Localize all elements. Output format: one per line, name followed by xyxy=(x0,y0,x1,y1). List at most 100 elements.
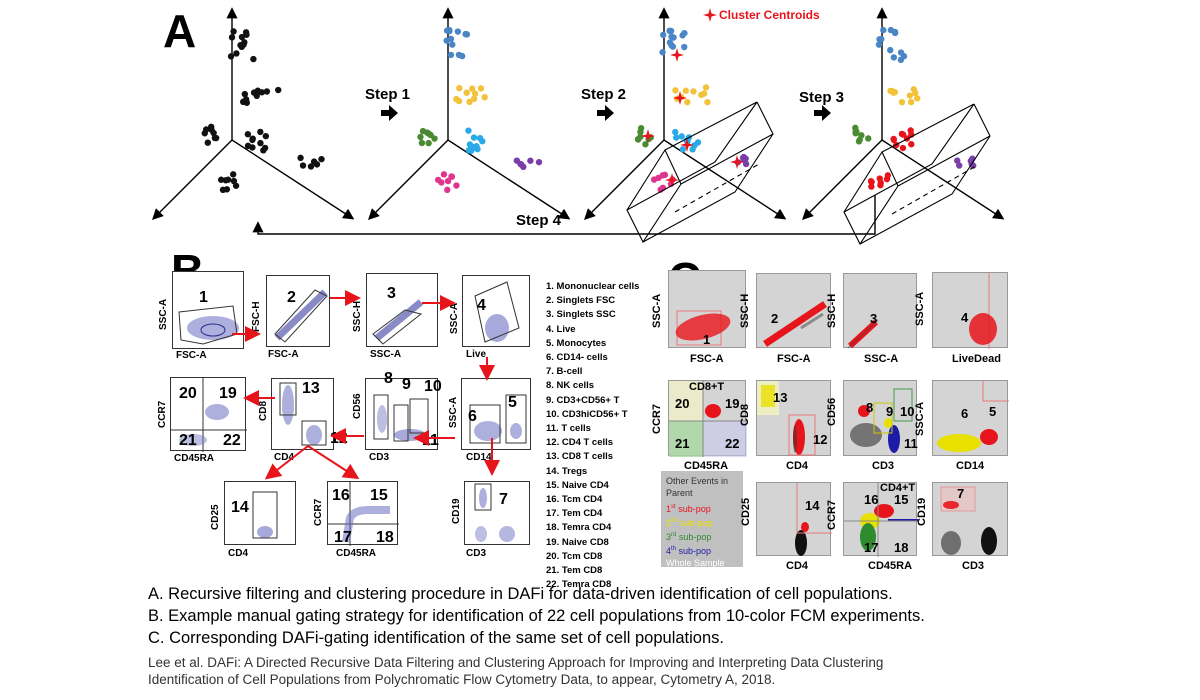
population-item: 10. CD3hiCD56+ T xyxy=(546,408,628,420)
scatter-point xyxy=(742,160,750,168)
c5-xlabel: CD45RA xyxy=(684,460,729,472)
scatter-point xyxy=(704,98,711,106)
scatter-point xyxy=(425,139,432,147)
c5-ylabel: CCR7 xyxy=(651,404,663,434)
scatter-point xyxy=(672,87,679,94)
scatter-point xyxy=(257,139,264,147)
population-item: 19. Naive CD8 xyxy=(546,536,609,548)
c-gate-1: 1 xyxy=(703,332,711,347)
c-gate-9: 9 xyxy=(886,404,894,419)
b11-xlabel: CD3 xyxy=(466,548,487,559)
scatter-point xyxy=(230,28,237,35)
cluster-centroid-icon xyxy=(641,129,655,143)
c8-xlabel: CD14 xyxy=(956,460,985,472)
scatter-point xyxy=(667,27,675,35)
scatter-point xyxy=(684,98,691,106)
c-legend-item: 3rd sub-pop xyxy=(666,532,712,542)
panel-a-diagram xyxy=(152,7,1005,246)
b-gate-1: 1 xyxy=(199,289,208,306)
scatter-point xyxy=(468,85,476,92)
population-item: 1. Mononuclear cells xyxy=(546,281,640,292)
scatter-point xyxy=(447,35,455,43)
step-3-label: Step 3 xyxy=(799,89,845,106)
c-gate-13: 13 xyxy=(773,390,788,405)
scatter-point xyxy=(453,182,460,189)
c-plot-livedead-ssca: 4 xyxy=(932,272,1008,349)
c-color-legend: Other Events in Parent 1st sub-pop 2nd su… xyxy=(661,471,743,568)
scatter-point xyxy=(637,124,645,132)
scatter-point xyxy=(318,155,325,163)
b2-ylabel: FSC-H xyxy=(251,301,262,332)
scatter-point xyxy=(454,28,462,35)
scatter-point xyxy=(275,86,282,94)
population-item: 2. Singlets FSC xyxy=(546,295,616,307)
scatter-point xyxy=(471,90,479,97)
population-item: 11. T cells xyxy=(546,423,591,435)
c3-xlabel: SSC-A xyxy=(864,353,899,365)
scatter-point xyxy=(865,135,872,142)
scatter-point xyxy=(877,182,884,189)
scatter-point xyxy=(250,89,258,96)
scatter-point xyxy=(907,98,915,106)
b1-xlabel: FSC-A xyxy=(176,350,207,361)
scatter-point xyxy=(891,28,899,36)
b-gate-15: 15 xyxy=(370,487,388,504)
b7-xlabel: CD3 xyxy=(369,452,390,463)
reference-line-2: Identification of Cell Populations from … xyxy=(148,672,776,687)
scatter-point xyxy=(466,98,473,106)
scatter-point xyxy=(660,31,667,39)
b1-ylabel: SSC-A xyxy=(158,298,169,330)
scatter-point xyxy=(884,172,892,179)
b-gate-18: 18 xyxy=(376,529,394,546)
scatter-point xyxy=(880,26,887,34)
c-gate-6: 6 xyxy=(961,406,969,421)
scatter-point xyxy=(210,129,217,137)
scatter-point xyxy=(681,29,688,37)
panel-a-letter: A xyxy=(163,5,197,57)
c-gate-8: 8 xyxy=(866,400,874,415)
scatter-point xyxy=(239,98,247,106)
scatter-point xyxy=(299,162,307,169)
c-plot-cd3-cd56: 8 9 10 11 xyxy=(843,380,918,456)
b10-xlabel: CD45RA xyxy=(336,548,377,559)
b-gate-6: 6 xyxy=(468,408,477,425)
scatter-point xyxy=(417,133,424,141)
b-gate-21: 21 xyxy=(179,432,197,449)
scatter-point xyxy=(261,144,269,152)
scatter-point xyxy=(250,55,257,63)
scatter-point xyxy=(455,97,463,105)
scatter-point xyxy=(257,128,264,136)
c-title-cd4t: CD4+T xyxy=(880,482,916,494)
c6-xlabel: CD4 xyxy=(786,460,809,472)
scatter-point xyxy=(898,130,906,138)
c-plot-cd45ra-ccr7-cd8: CD8+T 20 19 21 22 xyxy=(668,380,747,457)
cluster-centroid-icon xyxy=(730,155,744,169)
c-legend-item: 4th sub-pop xyxy=(666,546,712,556)
b-plot-cd4-cd25: 14 xyxy=(224,481,296,545)
population-item: 13. CD8 T cells xyxy=(546,451,614,463)
scatter-point xyxy=(689,146,696,153)
b-plot-fsc-ssc: 1 xyxy=(172,271,244,349)
c9-xlabel: CD4 xyxy=(786,560,809,572)
b-gate-12: 12 xyxy=(330,430,348,447)
b6-ylabel: CD8 xyxy=(258,400,269,421)
scatter-point xyxy=(470,95,478,103)
c1-xlabel: FSC-A xyxy=(690,353,724,365)
reference-line-1: Lee et al. DAFi: A Directed Recursive Da… xyxy=(148,655,884,670)
b-plot-cd4-cd8: 13 12 xyxy=(271,378,348,450)
scatter-point xyxy=(875,41,883,48)
scatter-point xyxy=(313,161,321,168)
c-plot-cd4-cd25: 14 xyxy=(756,482,832,556)
b8-xlabel: CD14 xyxy=(466,452,492,463)
c1-ylabel: SSC-A xyxy=(651,293,663,328)
scatter-point xyxy=(447,51,455,59)
population-item: 14. Tregs xyxy=(546,465,588,477)
cluster-centroid-icon xyxy=(673,91,687,105)
b7-ylabel: CD56 xyxy=(352,393,363,419)
cluster-centroid-icon xyxy=(680,138,694,152)
scatter-point xyxy=(535,158,543,166)
c-gate-16: 16 xyxy=(864,492,879,507)
c-plot-fsca-ssch: 2 xyxy=(756,273,831,348)
c-gate-11: 11 xyxy=(904,436,918,451)
b-gate-20: 20 xyxy=(179,385,197,402)
